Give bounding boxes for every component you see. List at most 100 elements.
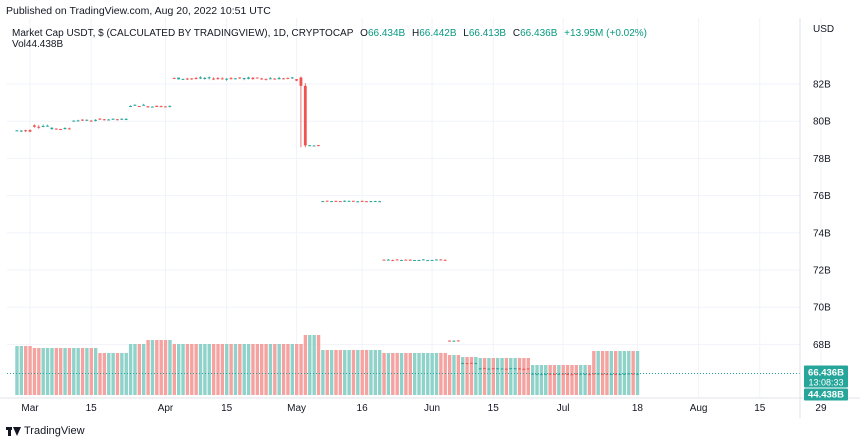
grid bbox=[7, 18, 822, 397]
x-tick-label: Mar bbox=[21, 403, 39, 414]
candle-body bbox=[146, 106, 150, 108]
volume-bar bbox=[41, 348, 45, 395]
candle-body bbox=[605, 373, 609, 375]
candle-body bbox=[513, 368, 517, 370]
candle-body bbox=[268, 78, 272, 80]
volume-bar bbox=[150, 340, 155, 395]
volume-bar bbox=[404, 353, 408, 395]
candle-body bbox=[478, 368, 482, 370]
candle-body bbox=[518, 368, 521, 370]
volume-bar bbox=[426, 353, 430, 395]
candle-body bbox=[124, 118, 128, 120]
volume-bar bbox=[565, 365, 570, 395]
volume-bar bbox=[76, 348, 80, 395]
candle-body bbox=[59, 128, 62, 130]
candle-body bbox=[98, 118, 102, 120]
candle-body bbox=[413, 260, 416, 262]
open-value: 66.434B bbox=[367, 28, 406, 39]
candle-body bbox=[185, 78, 189, 80]
volume-bar bbox=[439, 353, 443, 395]
x-tick-label: Apr bbox=[158, 403, 174, 414]
footer: TradingView bbox=[6, 425, 85, 437]
volume-bar bbox=[168, 340, 172, 395]
volume-bar bbox=[155, 340, 159, 395]
ohlc-legend: Market Cap USDT, $ (CALCULATED BY TRADIN… bbox=[12, 27, 647, 40]
volume-bar bbox=[19, 346, 24, 395]
volume-bar bbox=[491, 358, 496, 395]
volume-bar bbox=[570, 365, 574, 395]
candle-body bbox=[526, 368, 530, 370]
volume-bar bbox=[338, 350, 343, 395]
candle-body bbox=[321, 201, 325, 203]
candle-body bbox=[229, 78, 233, 80]
candle-body bbox=[150, 106, 154, 108]
candle-body bbox=[382, 259, 386, 261]
volume-label: Vol bbox=[12, 39, 26, 50]
y-tick-label: 70B bbox=[813, 303, 831, 314]
candle-body bbox=[142, 104, 146, 106]
candle-body bbox=[636, 373, 639, 375]
y-tick-label: 74B bbox=[813, 228, 831, 239]
volume-bar bbox=[107, 353, 111, 395]
chart-area[interactable]: 82B 80B 78B 76B 74B 72B 70B 68B USD Mar 15 Apr 15 May… bbox=[0, 18, 860, 418]
volume-bar bbox=[461, 357, 465, 395]
candle-body bbox=[251, 77, 255, 80]
candle-body bbox=[504, 368, 508, 370]
volume-bar bbox=[474, 357, 478, 395]
candle-body bbox=[373, 201, 377, 203]
volume-bar bbox=[579, 365, 583, 395]
volume-bar bbox=[268, 344, 273, 395]
close-value: 66.436B bbox=[520, 28, 558, 39]
candle-body bbox=[168, 105, 172, 107]
volume-bar bbox=[382, 353, 386, 395]
symbol-title: Market Cap USDT, $ (CALCULATED BY TRADIN… bbox=[12, 28, 354, 39]
candle-body bbox=[282, 78, 285, 80]
volume-bar bbox=[530, 365, 535, 395]
volume-bar bbox=[286, 344, 290, 395]
candle-body bbox=[596, 373, 600, 375]
candle-body bbox=[41, 126, 45, 128]
low-value: 66.413B bbox=[468, 28, 507, 39]
candle-body bbox=[579, 373, 583, 375]
countdown-label: 13:08:33 bbox=[808, 377, 843, 387]
candle-body bbox=[452, 340, 456, 342]
candle-body bbox=[553, 373, 556, 375]
volume-bar bbox=[557, 365, 561, 395]
tradingview-logo-icon bbox=[6, 426, 21, 436]
candle-body bbox=[295, 79, 298, 81]
x-tick-label: 15 bbox=[221, 403, 233, 414]
candle-body bbox=[94, 119, 97, 121]
candle-body bbox=[286, 77, 290, 79]
volume-bar bbox=[54, 348, 59, 395]
volume-bar bbox=[452, 355, 456, 395]
volume-bar bbox=[347, 350, 351, 395]
volume-bar bbox=[544, 365, 548, 395]
volume-bar bbox=[190, 344, 194, 395]
low-label: L bbox=[463, 28, 469, 39]
volume-bar bbox=[395, 353, 399, 395]
candle-body bbox=[290, 77, 294, 79]
candle-body bbox=[483, 368, 486, 370]
volume-bar bbox=[37, 348, 41, 395]
volume-bar bbox=[80, 348, 85, 395]
volume-bar bbox=[539, 365, 544, 395]
volume-bar bbox=[264, 344, 268, 395]
volume-bar bbox=[273, 344, 277, 395]
candle-body bbox=[421, 259, 425, 261]
candle-body bbox=[273, 78, 277, 80]
volume-bar bbox=[500, 358, 504, 395]
volume-bar bbox=[72, 348, 76, 395]
volume-bar bbox=[321, 350, 325, 395]
volume-bar bbox=[133, 344, 137, 395]
volume-bar bbox=[216, 344, 220, 395]
volume-bar bbox=[574, 365, 579, 395]
volume-bar bbox=[299, 344, 303, 395]
price-chart[interactable]: 82B 80B 78B 76B 74B 72B 70B 68B USD Mar 15 Apr 15 May… bbox=[0, 18, 860, 418]
candle-body bbox=[255, 77, 259, 79]
volume-bar bbox=[63, 348, 67, 395]
volume-bar bbox=[386, 353, 391, 395]
candle-body bbox=[574, 373, 578, 375]
volume-bar bbox=[89, 348, 93, 395]
candle-body bbox=[430, 259, 434, 261]
volume-bar bbox=[504, 358, 509, 395]
